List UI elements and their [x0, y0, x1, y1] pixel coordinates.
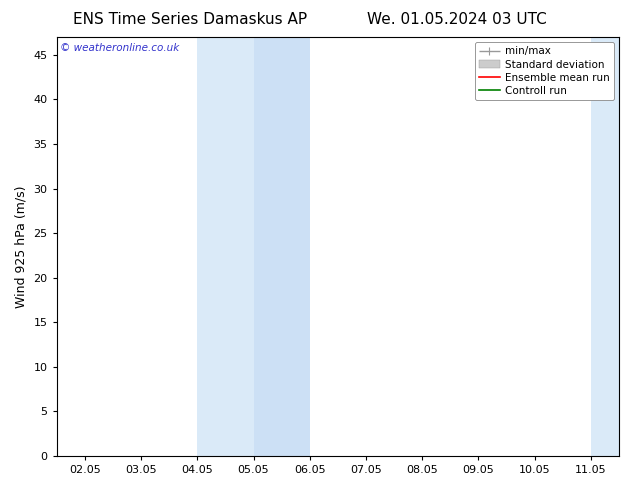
Legend: min/max, Standard deviation, Ensemble mean run, Controll run: min/max, Standard deviation, Ensemble me…	[475, 42, 614, 100]
Text: ENS Time Series Damaskus AP: ENS Time Series Damaskus AP	[73, 12, 307, 27]
Text: © weatheronline.co.uk: © weatheronline.co.uk	[60, 43, 179, 53]
Y-axis label: Wind 925 hPa (m/s): Wind 925 hPa (m/s)	[15, 185, 28, 308]
Bar	[197, 37, 254, 456]
Text: We. 01.05.2024 03 UTC: We. 01.05.2024 03 UTC	[366, 12, 547, 27]
Bar	[254, 37, 310, 456]
Bar	[591, 37, 634, 456]
